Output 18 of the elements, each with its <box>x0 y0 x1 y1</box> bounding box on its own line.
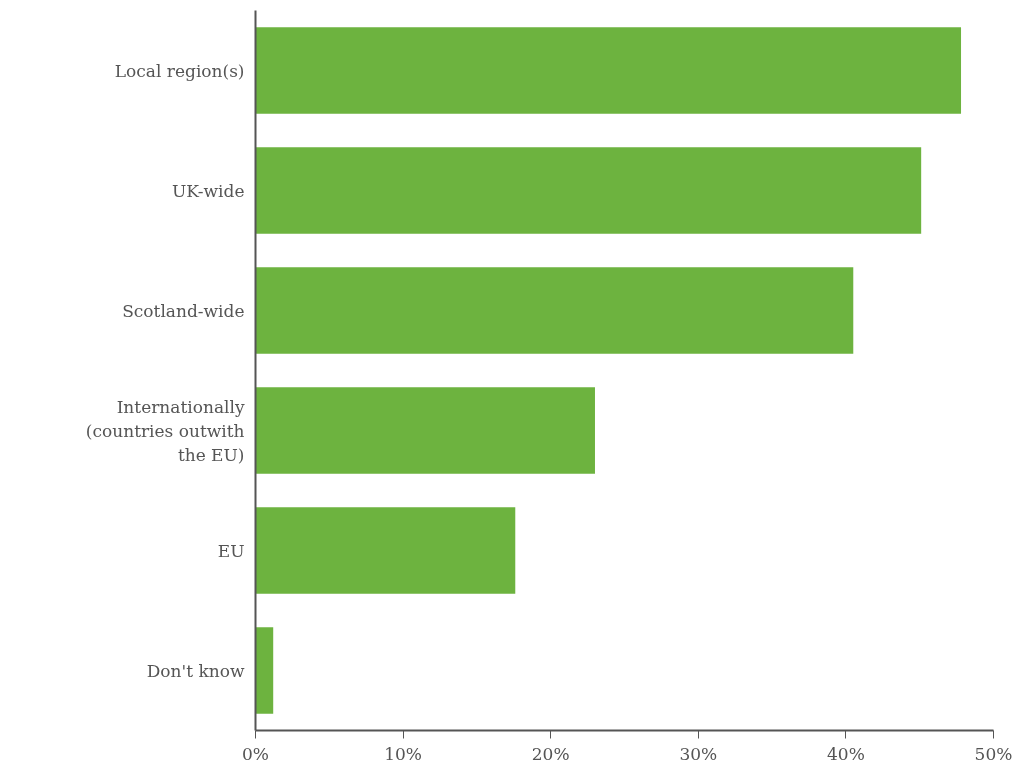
bar <box>255 627 274 714</box>
x-tick-label: 0% <box>242 743 269 764</box>
y-tick-label: UK-wide <box>172 180 245 201</box>
bar <box>255 387 595 474</box>
bar <box>255 267 854 354</box>
y-tick-label: Internationally (countries outwith the EU) <box>85 396 245 465</box>
y-tick-label: Scotland-wide <box>122 300 245 321</box>
x-tick-label: 10% <box>384 743 422 764</box>
y-tick-label: EU <box>217 540 245 561</box>
bar <box>255 147 922 234</box>
x-tick-label: 20% <box>531 743 570 764</box>
bar <box>255 27 962 114</box>
x-tick-label: 30% <box>679 743 718 764</box>
x-tick-label: 50% <box>974 743 1013 764</box>
y-tick-label: Don't know <box>146 660 245 681</box>
bar <box>255 507 516 594</box>
y-tick-label: Local region(s) <box>114 60 245 81</box>
x-tick-label: 40% <box>827 743 865 764</box>
